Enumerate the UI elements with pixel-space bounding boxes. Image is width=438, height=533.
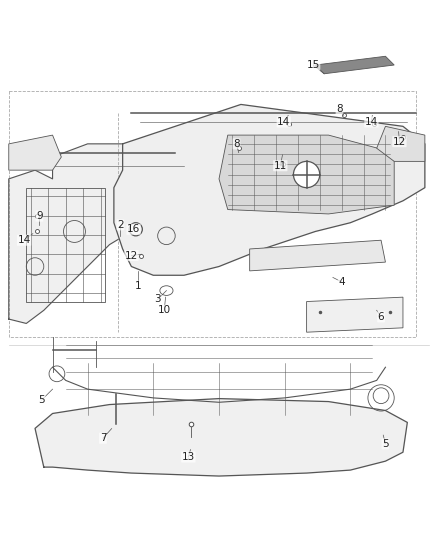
Text: 5: 5	[382, 439, 389, 449]
Text: 6: 6	[378, 312, 385, 322]
Text: 10: 10	[158, 305, 171, 316]
Text: 14: 14	[18, 235, 31, 245]
Polygon shape	[114, 104, 425, 275]
Text: 9: 9	[36, 211, 43, 221]
Polygon shape	[377, 126, 425, 161]
Text: 8: 8	[233, 139, 240, 149]
Text: 2: 2	[117, 220, 124, 230]
Polygon shape	[9, 144, 184, 324]
Text: 12: 12	[393, 136, 406, 147]
Text: 13: 13	[182, 452, 195, 462]
Text: 8: 8	[336, 104, 343, 114]
Polygon shape	[250, 240, 385, 271]
Text: 14: 14	[365, 117, 378, 127]
Text: 12: 12	[125, 251, 138, 261]
Polygon shape	[219, 135, 394, 214]
Text: 15: 15	[307, 60, 320, 70]
Polygon shape	[35, 399, 407, 476]
Polygon shape	[307, 297, 403, 332]
Polygon shape	[315, 56, 394, 74]
Polygon shape	[9, 135, 61, 170]
Text: 14: 14	[277, 117, 290, 127]
Text: 16: 16	[127, 224, 140, 235]
Text: 7: 7	[99, 433, 106, 443]
Circle shape	[293, 161, 320, 188]
Text: 3: 3	[154, 294, 161, 304]
Text: 5: 5	[38, 395, 45, 405]
Text: 4: 4	[338, 277, 345, 287]
Text: 11: 11	[274, 161, 287, 171]
Text: 1: 1	[134, 281, 141, 291]
